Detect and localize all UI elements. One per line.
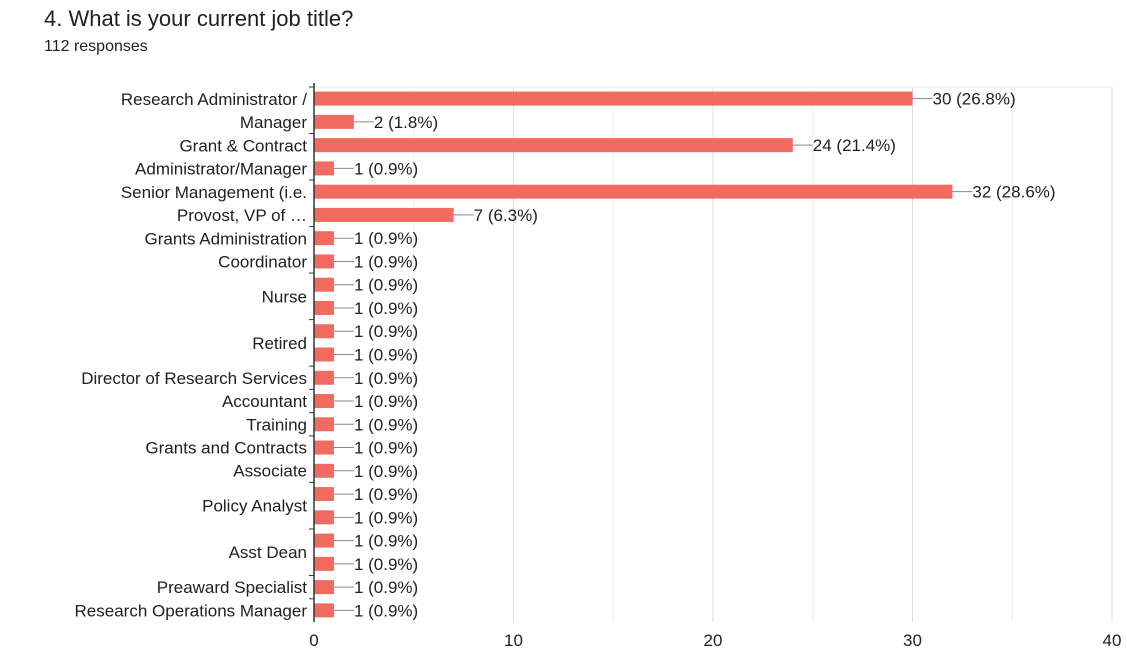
bar (314, 254, 334, 269)
data-label: 1 (0.9%) (354, 322, 418, 341)
data-label: 1 (0.9%) (354, 601, 418, 620)
x-tick-label: 0 (309, 631, 318, 650)
category-label: Grants and Contracts (145, 439, 307, 458)
data-label: 1 (0.9%) (354, 555, 418, 574)
category-label: Grants Administration (144, 229, 307, 248)
x-tick-label: 10 (504, 631, 523, 650)
category-label: Grant & Contract (179, 136, 307, 155)
bar (314, 463, 334, 478)
category-label: Asst Dean (229, 543, 307, 562)
category-label: Provost, VP of … (177, 206, 307, 225)
category-label: Administrator/Manager (135, 159, 307, 178)
data-label: 1 (0.9%) (354, 439, 418, 458)
bar (314, 487, 334, 502)
data-label: 1 (0.9%) (354, 299, 418, 318)
data-label: 1 (0.9%) (354, 229, 418, 248)
data-label: 1 (0.9%) (354, 462, 418, 481)
data-label: 1 (0.9%) (354, 159, 418, 178)
category-label: Nurse (262, 287, 307, 306)
data-label: 24 (21.4%) (813, 136, 896, 155)
bar (314, 184, 953, 199)
bar (314, 277, 334, 292)
bar (314, 231, 334, 246)
category-label: Preaward Specialist (157, 578, 308, 597)
data-label: 1 (0.9%) (354, 252, 418, 271)
chart-title: 4. What is your current job title? (44, 6, 354, 31)
bar (314, 300, 334, 315)
data-label: 1 (0.9%) (354, 485, 418, 504)
category-label: Research Administrator / (121, 90, 307, 109)
x-tick-label: 40 (1103, 631, 1122, 650)
data-label: 1 (0.9%) (354, 346, 418, 365)
bar (314, 556, 334, 571)
data-label: 1 (0.9%) (354, 415, 418, 434)
bar (314, 394, 334, 409)
category-label: Training (246, 415, 307, 434)
data-label: 1 (0.9%) (354, 369, 418, 388)
bar (314, 138, 793, 153)
bar (314, 580, 334, 595)
bar (314, 510, 334, 525)
bar (314, 161, 334, 176)
bar (314, 324, 334, 339)
data-label: 30 (26.8%) (933, 90, 1016, 109)
category-label: Associate (233, 462, 307, 481)
category-label: Director of Research Services (81, 369, 307, 388)
category-label: Retired (252, 334, 307, 353)
bar (314, 417, 334, 432)
bar (314, 91, 913, 106)
data-label: 1 (0.9%) (354, 392, 418, 411)
bar (314, 603, 334, 618)
bar (314, 347, 334, 362)
data-label: 1 (0.9%) (354, 508, 418, 527)
bar (314, 533, 334, 548)
bar (314, 114, 354, 129)
category-label: Policy Analyst (202, 497, 307, 516)
bar (314, 440, 334, 455)
data-label: 7 (6.3%) (474, 206, 538, 225)
data-label: 1 (0.9%) (354, 578, 418, 597)
bar (314, 207, 454, 222)
x-tick-label: 30 (903, 631, 922, 650)
bar (314, 370, 334, 385)
data-label: 1 (0.9%) (354, 276, 418, 295)
category-label: Accountant (222, 392, 307, 411)
category-label: Coordinator (218, 252, 307, 271)
category-label: Manager (240, 113, 307, 132)
data-label: 1 (0.9%) (354, 532, 418, 551)
data-label: 2 (1.8%) (374, 113, 438, 132)
x-tick-label: 20 (704, 631, 723, 650)
category-label: Senior Management (i.e. (121, 183, 307, 202)
response-count: 112 responses (44, 38, 148, 55)
data-label: 32 (28.6%) (972, 183, 1055, 202)
category-label: Research Operations Manager (75, 601, 308, 620)
